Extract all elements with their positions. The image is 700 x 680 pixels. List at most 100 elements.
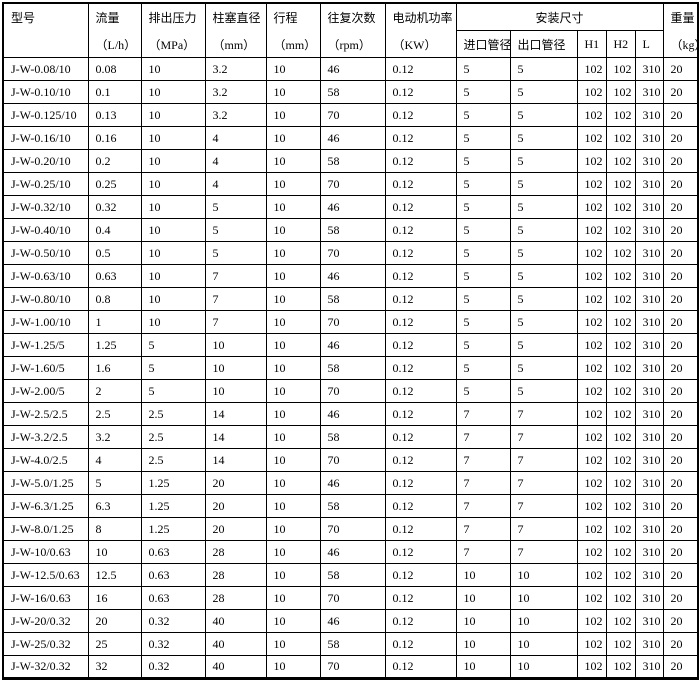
cell: 0.4 <box>87 218 142 242</box>
cell-model: J-W-0.40/10 <box>2 218 89 242</box>
col-header-discharge-pressure-unit: （MPa） <box>148 37 196 52</box>
cell: 10 <box>140 195 206 219</box>
col-header-outlet-pipe-diameter: 出口管径 <box>509 30 578 58</box>
table-row: J-W-4.0/2.5 4 2.5 14 10 70 0.12 7 7 102 102 310 20 <box>2 448 699 472</box>
cell: 102 <box>576 494 607 518</box>
cell: 10 <box>265 540 321 564</box>
cell: 10 <box>140 149 206 173</box>
cell: 46 <box>319 126 386 150</box>
cell: 5 <box>455 287 511 311</box>
table-row: J-W-0.32/10 0.32 10 5 10 46 0.12 5 5 102 102 310 20 <box>2 195 699 219</box>
cell-model: J-W-0.16/10 <box>2 126 89 150</box>
cell: 310 <box>634 172 664 196</box>
col-header-discharge-pressure-label: 排出压力 <box>148 11 197 25</box>
cell: 40 <box>204 609 267 633</box>
cell: 4 <box>204 126 267 150</box>
cell: 0.2 <box>87 149 142 173</box>
cell: 4 <box>204 149 267 173</box>
cell: 102 <box>605 494 636 518</box>
cell: 102 <box>576 57 607 81</box>
col-header-motor-power: 电动机功率 （KW） <box>384 2 457 58</box>
cell: 310 <box>634 494 664 518</box>
cell: 10 <box>265 609 321 633</box>
table-row: J-W-6.3/1.25 6.3 1.25 20 10 58 0.12 7 7 102 102 310… <box>2 494 699 518</box>
cell: 70 <box>319 379 386 403</box>
cell: 20 <box>204 494 267 518</box>
cell: 0.63 <box>140 563 206 587</box>
table-row: J-W-1.25/5 1.25 5 10 10 46 0.12 5 5 102 102 310 20 <box>2 333 699 357</box>
cell: 102 <box>576 264 607 288</box>
cell: 102 <box>576 287 607 311</box>
cell: 102 <box>605 425 636 449</box>
col-header-reciprocating-frequency-label: 往复次数 <box>327 11 376 25</box>
cell: 310 <box>634 379 664 403</box>
cell: 102 <box>605 356 636 380</box>
cell: 5 <box>455 264 511 288</box>
cell: 20 <box>662 241 699 265</box>
cell: 102 <box>576 632 607 656</box>
cell: 10 <box>140 172 206 196</box>
cell: 5 <box>455 310 511 334</box>
cell: 102 <box>605 264 636 288</box>
cell: 0.12 <box>384 310 457 334</box>
cell: 1 <box>87 310 142 334</box>
table-row: J-W-1.60/5 1.6 5 10 10 58 0.12 5 5 102 102 310 20 <box>2 356 699 380</box>
cell: 7 <box>455 471 511 495</box>
cell: 0.32 <box>140 632 206 656</box>
cell: 102 <box>576 402 607 426</box>
cell: 102 <box>576 218 607 242</box>
cell: 102 <box>576 425 607 449</box>
cell: 0.12 <box>384 448 457 472</box>
cell: 14 <box>204 402 267 426</box>
cell: 20 <box>662 471 699 495</box>
cell: 5 <box>455 57 511 81</box>
cell: 14 <box>204 448 267 472</box>
cell: 310 <box>634 540 664 564</box>
cell: 310 <box>634 517 664 541</box>
cell: 102 <box>576 333 607 357</box>
cell: 40 <box>204 632 267 656</box>
cell: 28 <box>204 586 267 610</box>
cell: 310 <box>634 241 664 265</box>
cell: 0.32 <box>140 609 206 633</box>
cell: 102 <box>605 632 636 656</box>
cell: 20 <box>662 425 699 449</box>
cell: 10 <box>265 494 321 518</box>
cell: 10 <box>265 103 321 127</box>
cell: 102 <box>605 655 636 679</box>
cell: 102 <box>605 402 636 426</box>
col-header-inlet-pipe-diameter: 进口管径 <box>455 30 511 58</box>
col-header-stroke-unit: （mm） <box>273 37 317 52</box>
cell: 0.12 <box>384 402 457 426</box>
cell: 5 <box>140 333 206 357</box>
cell: 102 <box>605 379 636 403</box>
cell: 20 <box>662 57 699 81</box>
cell: 102 <box>576 448 607 472</box>
cell: 10 <box>265 80 321 104</box>
cell: 7 <box>509 402 578 426</box>
cell: 5 <box>509 149 578 173</box>
cell: 7 <box>204 310 267 334</box>
cell: 70 <box>319 448 386 472</box>
cell: 0.8 <box>87 287 142 311</box>
cell: 10 <box>455 563 511 587</box>
cell: 10 <box>265 356 321 380</box>
cell: 5 <box>455 241 511 265</box>
cell: 20 <box>662 333 699 357</box>
cell: 5 <box>509 172 578 196</box>
cell-model: J-W-32/0.32 <box>2 655 89 679</box>
cell: 0.12 <box>384 563 457 587</box>
cell: 102 <box>576 241 607 265</box>
cell-model: J-W-2.00/5 <box>2 379 89 403</box>
cell: 46 <box>319 402 386 426</box>
cell: 20 <box>662 586 699 610</box>
header-row-main: 型号 流量 （L/h） 排出压力 （MPa） 柱塞直径 （mm） 行程 （mm）… <box>2 2 699 58</box>
cell-model: J-W-16/0.63 <box>2 586 89 610</box>
cell: 102 <box>576 172 607 196</box>
cell: 0.12 <box>384 356 457 380</box>
cell: 1.25 <box>140 471 206 495</box>
cell: 7 <box>455 402 511 426</box>
cell-model: J-W-10/0.63 <box>2 540 89 564</box>
table-row: J-W-20/0.32 20 0.32 40 10 46 0.12 10 10 102 102 310… <box>2 609 699 633</box>
col-header-model: 型号 <box>2 2 89 58</box>
